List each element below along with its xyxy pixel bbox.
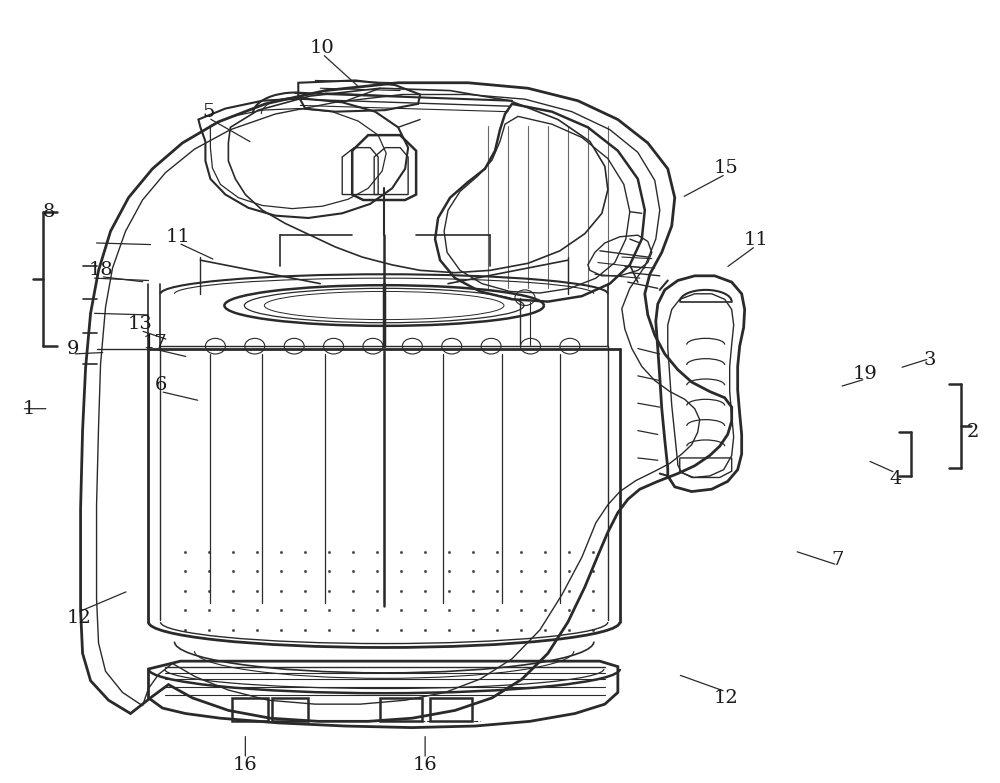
Text: 12: 12 (713, 689, 738, 707)
Text: 2: 2 (967, 423, 980, 441)
Text: 1: 1 (22, 399, 35, 417)
Text: 5: 5 (202, 103, 215, 121)
Text: 9: 9 (66, 340, 79, 358)
Text: 11: 11 (166, 228, 191, 246)
Text: 16: 16 (413, 756, 437, 774)
Text: 13: 13 (128, 316, 153, 334)
Text: 8: 8 (42, 203, 55, 221)
Text: 4: 4 (889, 470, 902, 488)
Text: 7: 7 (831, 550, 844, 568)
Text: 15: 15 (713, 159, 738, 177)
Text: 17: 17 (143, 334, 168, 352)
Text: 6: 6 (154, 377, 167, 395)
Text: 19: 19 (853, 366, 878, 384)
Text: 11: 11 (743, 231, 768, 249)
Text: 3: 3 (923, 352, 936, 370)
Text: 10: 10 (310, 38, 335, 56)
Text: 18: 18 (88, 262, 113, 280)
Text: 16: 16 (233, 756, 258, 774)
Text: 12: 12 (66, 609, 91, 627)
